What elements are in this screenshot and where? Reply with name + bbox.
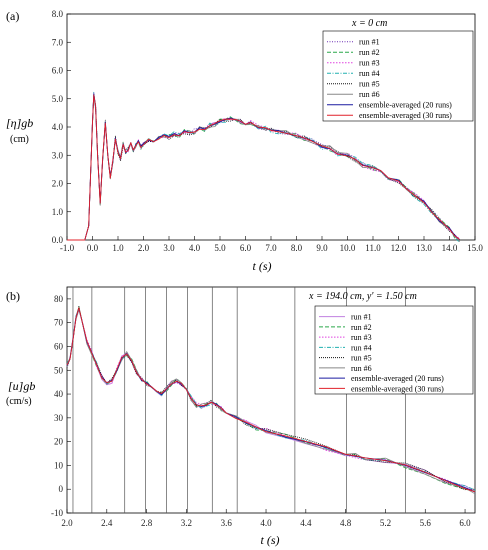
x-tick-label: 2.8 xyxy=(141,518,153,528)
y-tick-label: 8.0 xyxy=(52,9,64,19)
legend-entry: run #1 xyxy=(351,313,372,322)
x-tick-label: 1.0 xyxy=(112,243,124,253)
series-line-8 xyxy=(67,94,460,241)
y-tick-label: 6.0 xyxy=(52,66,64,76)
y-tick-label: 50 xyxy=(54,365,64,375)
panel-b-frame xyxy=(66,286,476,514)
legend-entry: run #1 xyxy=(359,38,380,47)
panel-a-y-label: [η]gb (cm) xyxy=(6,116,33,145)
x-tick-label: 5.0 xyxy=(214,243,226,253)
panel-b-ylabel: [u]gb xyxy=(8,379,35,393)
x-tick-label: 4.0 xyxy=(260,518,272,528)
x-tick-label: 2.4 xyxy=(101,518,113,528)
y-tick-label: 5.0 xyxy=(52,94,64,104)
series-line-8 xyxy=(66,307,476,493)
y-tick-label: 10 xyxy=(54,460,64,470)
x-tick-label: 7.0 xyxy=(265,243,277,253)
panel-b-ticks: 2.0 2.4 2.8 3.2 3.6 4.0 4.4 4.8 5.2 5.6 6.0 -10 0 10 2… xyxy=(51,294,471,528)
y-tick-label: 2.0 xyxy=(52,179,64,189)
legend-entry: ensemble-averaged (20 runs) xyxy=(359,101,452,110)
panel-a-ylabel-unit: (cm) xyxy=(10,134,29,145)
y-tick-label: 7.0 xyxy=(52,37,64,47)
y-tick-label: -10 xyxy=(51,508,63,518)
panel-a-ticks: -1.0 0.0 1.0 2.0 3.0 4.0 5.0 6.0 7.0 8.0 9.0 10.0 11… xyxy=(52,9,484,253)
x-tick-label: 2.0 xyxy=(61,518,73,528)
x-tick-label: 0.0 xyxy=(87,243,99,253)
x-tick-label: 4.4 xyxy=(300,518,312,528)
panel-b-y-label: [u]gb (cm/s) xyxy=(6,379,35,407)
legend-entry: run #5 xyxy=(359,80,380,89)
panel-a-annotation: x = 0 cm xyxy=(351,18,387,29)
y-tick-label: 30 xyxy=(54,413,64,423)
y-tick-label: 0.0 xyxy=(52,235,64,245)
y-tick-label: 20 xyxy=(54,437,64,447)
x-tick-label: 11.0 xyxy=(365,243,381,253)
legend-entry: run #3 xyxy=(351,333,372,342)
panel-b-xlabel: t (s) xyxy=(261,533,280,547)
y-tick-label: 80 xyxy=(54,294,64,304)
legend-entry: ensemble-averaged (20 runs) xyxy=(351,374,444,383)
x-tick-label: 3.6 xyxy=(221,518,233,528)
legend-entry: run #5 xyxy=(351,354,372,363)
panel-b-annotation: x = 194.0 cm, y' = 1.50 cm xyxy=(308,291,417,302)
legend-frame xyxy=(314,305,474,395)
legend-frame xyxy=(322,30,474,122)
x-tick-label: 2.0 xyxy=(138,243,150,253)
panel-b-curves xyxy=(66,305,476,495)
x-tick-label: 6.0 xyxy=(459,518,471,528)
x-tick-label: 14.0 xyxy=(442,243,458,253)
legend-entry: run #6 xyxy=(351,364,372,373)
x-tick-label: 13.0 xyxy=(416,243,432,253)
x-tick-label: 6.0 xyxy=(240,243,252,253)
panel-b-vertical-markers xyxy=(72,287,406,513)
panel-b: (b) 2.0 2.4 2.8 3.2 3.6 4.0 4.4 4.8 5.2 5.6 6.0 -10… xyxy=(6,286,476,547)
panel-b-ylabel-unit: (cm/s) xyxy=(6,396,32,407)
x-tick-label: 9.0 xyxy=(316,243,328,253)
panel-a-curves xyxy=(67,91,461,243)
y-tick-label: 3.0 xyxy=(52,150,64,160)
x-tick-label: 4.8 xyxy=(340,518,352,528)
panel-b-label: (b) xyxy=(6,289,20,303)
legend-entry: run #2 xyxy=(351,323,372,332)
y-tick-label: 4.0 xyxy=(52,122,64,132)
panel-a-ylabel: [η]gb xyxy=(6,116,33,130)
legend-entry: run #2 xyxy=(359,48,380,57)
panel-a: (a) -1.0 0.0 1.0 2.0 3.0 4.0 5.0 6.0 7.0 8.0 9.0 10… xyxy=(6,9,483,273)
y-tick-label: 1.0 xyxy=(52,207,64,217)
x-tick-label: -1.0 xyxy=(60,243,75,253)
legend-entry: ensemble-averaged (30 runs) xyxy=(351,384,444,393)
y-tick-label: 60 xyxy=(54,341,64,351)
panel-a-xlabel: t (s) xyxy=(253,259,272,273)
y-tick-label: 40 xyxy=(54,389,64,399)
y-tick-label: 0 xyxy=(59,484,64,494)
y-tick-label: 70 xyxy=(54,318,64,328)
x-tick-label: 5.6 xyxy=(420,518,432,528)
legend-entry: run #3 xyxy=(359,59,380,68)
x-tick-label: 3.2 xyxy=(181,518,192,528)
x-tick-label: 12.0 xyxy=(391,243,407,253)
x-tick-label: 4.0 xyxy=(189,243,201,253)
x-tick-label: 5.2 xyxy=(380,518,391,528)
panel-a-label: (a) xyxy=(6,9,19,23)
x-tick-label: 15.0 xyxy=(467,243,483,253)
x-tick-label: 10.0 xyxy=(340,243,356,253)
legend-entry: ensemble-averaged (30 runs) xyxy=(359,111,452,120)
legend-entry: run #4 xyxy=(359,69,380,78)
legend-entry: run #4 xyxy=(351,343,372,352)
x-tick-label: 3.0 xyxy=(163,243,175,253)
legend-entry: run #6 xyxy=(359,90,380,99)
x-tick-label: 8.0 xyxy=(291,243,303,253)
